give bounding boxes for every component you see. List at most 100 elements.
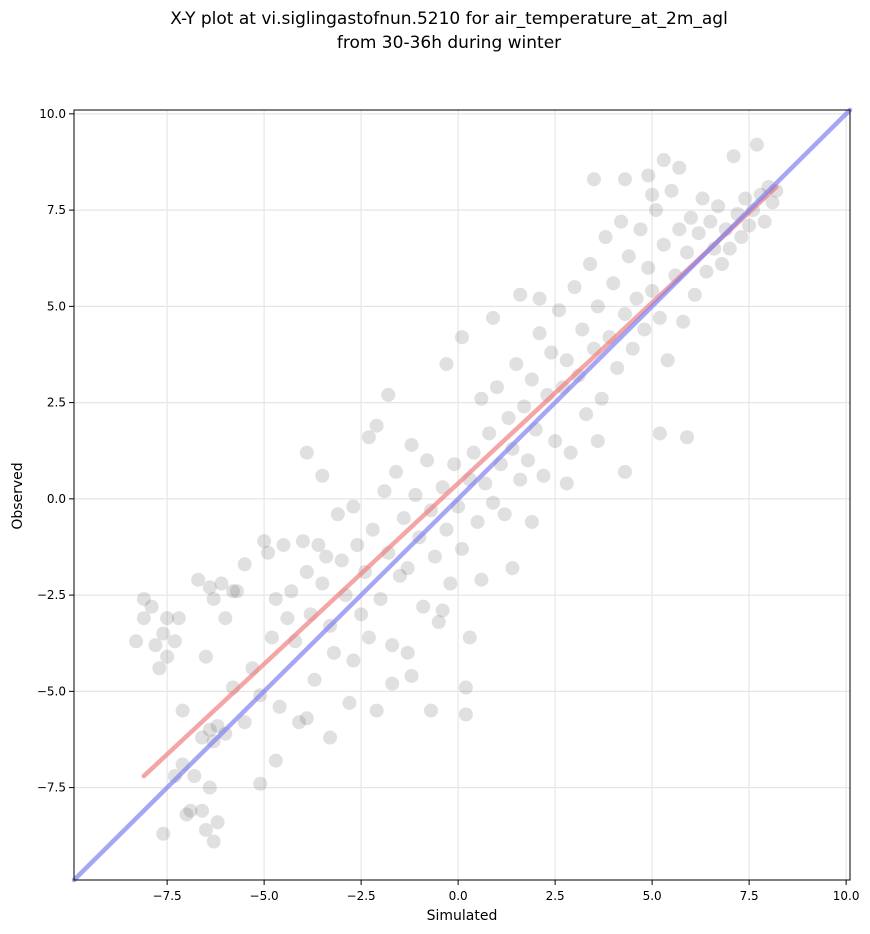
data-point (218, 611, 233, 626)
data-point (148, 638, 163, 653)
data-point (594, 391, 609, 406)
data-point (513, 287, 528, 302)
data-point (299, 565, 314, 579)
data-point (299, 445, 314, 460)
data-point (160, 611, 175, 626)
data-point (346, 653, 361, 668)
data-point (400, 645, 415, 660)
data-point (590, 299, 605, 314)
data-point (474, 572, 489, 587)
data-point (237, 557, 252, 572)
data-point (280, 611, 295, 626)
data-point (757, 214, 772, 229)
data-point (455, 330, 469, 345)
data-point (392, 568, 407, 583)
data-point (563, 445, 578, 460)
y-tick-label: 5.0 (47, 299, 66, 313)
data-point (423, 703, 438, 718)
data-point (373, 591, 388, 606)
data-point (307, 672, 322, 687)
title-line-1: X-Y plot at vi.siglingastofnun.5210 for … (170, 9, 728, 29)
data-point (330, 507, 345, 522)
data-point (575, 322, 590, 337)
data-point (443, 576, 458, 591)
data-point (381, 387, 396, 402)
data-point (489, 380, 504, 395)
data-point (478, 476, 493, 491)
data-point (524, 514, 539, 529)
data-point (652, 426, 667, 441)
data-point (404, 437, 419, 452)
data-point (509, 357, 524, 372)
data-point (206, 591, 221, 606)
data-point (474, 391, 489, 406)
data-point (435, 603, 450, 618)
data-point (552, 303, 566, 318)
data-point (687, 287, 702, 302)
data-point (645, 283, 660, 298)
data-point (505, 561, 520, 576)
data-point (672, 222, 687, 237)
data-point (559, 476, 574, 491)
data-point (210, 815, 225, 830)
data-point (319, 549, 334, 564)
data-point (171, 611, 186, 626)
data-point (408, 488, 423, 502)
data-point (513, 472, 528, 487)
title-line-2: from 30-36h during winter (337, 33, 561, 53)
data-point (439, 522, 454, 537)
data-point (261, 545, 275, 560)
data-point (226, 584, 241, 599)
data-point (641, 260, 656, 275)
data-point (144, 599, 159, 614)
data-point (198, 649, 213, 664)
data-point (734, 230, 749, 245)
data-point (439, 357, 454, 372)
data-point (455, 541, 469, 556)
data-point (765, 195, 780, 210)
data-point (299, 711, 314, 726)
data-point (738, 191, 753, 206)
data-point (614, 214, 629, 229)
data-point (404, 668, 419, 683)
data-point (400, 561, 415, 576)
data-point (361, 630, 376, 645)
data-point (315, 576, 330, 591)
data-point (714, 257, 729, 271)
data-point (136, 591, 151, 606)
data-point (586, 172, 601, 187)
data-point (722, 241, 737, 256)
axis-ticks: −7.5 −5.0 −2.5 0.0 2.5 5.0 7.5 10.0 −7.5 −5.0 −2.5… (37, 107, 860, 903)
x-tick-label: 2.5 (546, 889, 565, 903)
data-point (598, 230, 613, 245)
data-point (583, 257, 598, 271)
chart-title: X-Y plot at vi.siglingastofnun.5210 for … (170, 9, 728, 53)
data-point (160, 649, 175, 664)
data-point (396, 511, 411, 526)
data-point (416, 599, 431, 614)
data-point (482, 426, 497, 441)
data-point (195, 730, 210, 745)
data-point (276, 538, 291, 553)
y-tick-label: −7.5 (37, 781, 66, 795)
data-point (191, 572, 206, 587)
data-point (501, 411, 516, 425)
y-tick-label: 10.0 (39, 107, 66, 121)
data-point (175, 703, 190, 718)
data-point (579, 407, 594, 422)
x-tick-label: 10.0 (833, 889, 860, 903)
x-tick-label: 5.0 (643, 889, 662, 903)
data-point (202, 722, 217, 737)
data-point (548, 434, 563, 449)
data-point (156, 826, 171, 841)
data-point (129, 634, 144, 649)
data-point (264, 630, 279, 645)
data-point (156, 626, 171, 641)
y-tick-label: 7.5 (47, 203, 66, 217)
data-point (520, 453, 535, 468)
data-point (152, 661, 167, 676)
data-point (369, 418, 384, 433)
data-point (202, 780, 217, 795)
data-point (532, 326, 547, 341)
